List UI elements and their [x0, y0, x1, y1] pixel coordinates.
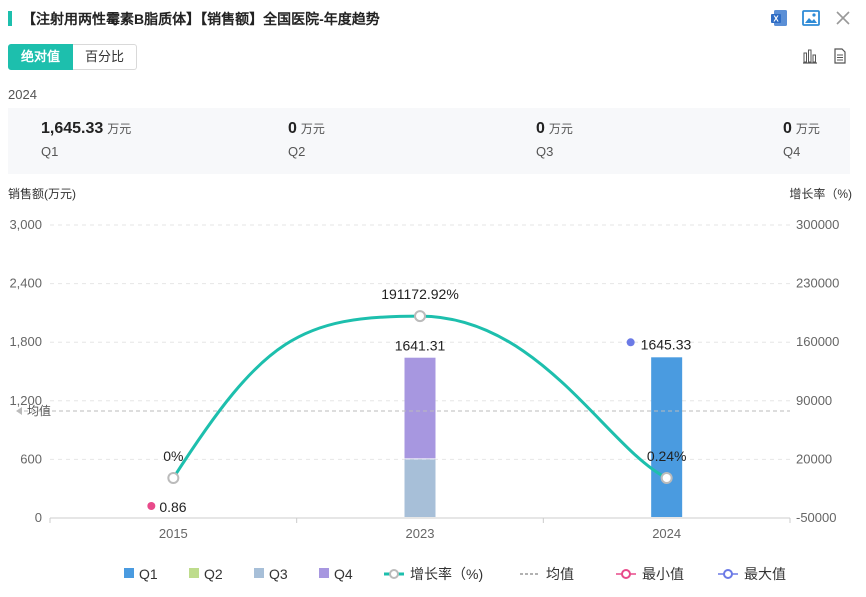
value-mode-toggle: 绝对值 百分比	[8, 44, 138, 70]
title-bar: 【注射用两性霉素B脂质体】【销售额】全国医院-年度趋势	[8, 8, 858, 30]
image-export-icon[interactable]	[802, 9, 820, 27]
growth-rate-label: 191172.92%	[381, 286, 459, 302]
legend-line-swatch	[384, 569, 404, 579]
legend-label: 最大值	[744, 566, 786, 582]
left-axis-tick-label: 2,400	[9, 276, 42, 291]
legend-item[interactable]: Q1	[124, 566, 158, 582]
left-axis-title: 销售额(万元)	[8, 187, 76, 201]
growth-rate-point	[414, 310, 426, 323]
legend-item[interactable]: Q4	[319, 566, 353, 582]
bar-segment-q4	[404, 357, 436, 459]
min-value-marker	[147, 502, 156, 510]
quarter-summary-q3: 0 万元 Q3	[536, 120, 573, 159]
bar-chart-icon[interactable]	[802, 48, 818, 69]
legend-label: Q4	[334, 566, 353, 582]
quarter-summary-panel: 1,645.33 万元 Q1 0 万元 Q2 0 万元 Q3 0 万元 Q4	[8, 108, 850, 174]
quarter-name: Q3	[536, 144, 554, 159]
growth-rate-label: 0%	[163, 448, 183, 464]
right-axis-tick-label: 230000	[796, 276, 839, 291]
max-value-marker	[626, 338, 635, 347]
quarter-summary-q2: 0 万元 Q2	[288, 120, 325, 159]
quarter-name: Q1	[41, 144, 59, 159]
right-axis-tick-label: 90000	[796, 393, 832, 408]
quarter-value: 0	[288, 120, 297, 137]
legend-swatch	[189, 568, 199, 578]
legend-swatch	[254, 568, 264, 578]
quarter-unit: 万元	[107, 122, 132, 136]
title-accent-bar	[8, 11, 12, 26]
legend-label: Q2	[204, 566, 223, 582]
left-axis-tick-label: 600	[20, 451, 42, 466]
quarter-unit: 万元	[795, 122, 820, 136]
legend-swatch	[124, 568, 134, 578]
percentage-tab[interactable]: 百分比	[73, 44, 138, 70]
close-icon[interactable]	[834, 9, 852, 27]
legend-line-swatch	[718, 569, 738, 579]
bar-segment-q3	[404, 459, 436, 517]
max-value-label: 1645.33	[641, 336, 692, 352]
bar-segment-q1	[651, 357, 683, 517]
year-label: 2024	[8, 87, 37, 102]
absolute-value-tab[interactable]: 绝对值	[8, 44, 74, 70]
page-title: 【注射用两性霉素B脂质体】【销售额】全国医院-年度趋势	[22, 11, 380, 27]
chart-view-icons	[802, 48, 848, 69]
average-marker-icon	[16, 406, 22, 415]
bar-total-label: 1641.31	[395, 338, 446, 354]
quarter-unit: 万元	[548, 122, 573, 136]
growth-rate-line	[172, 314, 668, 480]
growth-rate-point	[660, 472, 673, 484]
legend-item[interactable]: Q2	[189, 566, 223, 582]
right-axis-tick-label: 160000	[796, 334, 839, 349]
legend-swatch	[319, 568, 329, 578]
x-axis-tick-label: 2024	[652, 526, 681, 541]
right-axis-tick-label: 300000	[796, 217, 839, 232]
x-axis-tick-label: 2015	[159, 526, 188, 541]
legend-item[interactable]: 均值	[520, 566, 574, 582]
excel-export-icon[interactable]: X	[770, 9, 788, 27]
quarter-unit: 万元	[300, 122, 325, 136]
legend-label: 均值	[546, 566, 574, 582]
quarter-summary-q1: 1,645.33 万元 Q1	[41, 120, 131, 159]
svg-text:X: X	[773, 15, 779, 24]
left-axis-tick-label: 1,800	[9, 334, 42, 349]
right-axis-tick-label: 20000	[796, 451, 832, 466]
right-axis-tick-label: -50000	[796, 510, 836, 525]
legend-label: 增长率（%)	[410, 566, 483, 582]
growth-rate-label: 0.24%	[647, 448, 687, 464]
legend-label: Q1	[139, 566, 158, 582]
quarter-name: Q2	[288, 144, 306, 159]
quarter-value: 1,645.33	[41, 120, 104, 137]
quarter-name: Q4	[783, 144, 801, 159]
header-icons: X	[770, 9, 852, 27]
left-axis-tick-label: 0	[35, 510, 42, 525]
average-label: 均值	[27, 403, 51, 418]
legend-label: Q3	[269, 566, 288, 582]
growth-rate-point	[167, 472, 180, 484]
left-axis-tick-label: 3,000	[9, 217, 42, 232]
quarter-value: 0	[783, 120, 792, 137]
legend-item[interactable]: 最小值	[616, 566, 684, 582]
x-axis-tick-label: 2023	[406, 526, 435, 541]
legend-label: 最小值	[642, 566, 684, 582]
legend-line-swatch	[616, 569, 636, 579]
legend-item[interactable]: 最大值	[718, 566, 786, 582]
left-axis-tick-label: 1,200	[9, 393, 42, 408]
min-value-label: 0.86	[159, 499, 186, 515]
quarter-summary-q4: 0 万元 Q4	[783, 120, 820, 159]
right-axis-title: 增长率（%)	[789, 187, 852, 201]
legend-item[interactable]: 增长率（%)	[384, 566, 483, 582]
quarter-value: 0	[536, 120, 545, 137]
data-table-icon[interactable]	[832, 48, 848, 69]
legend-item[interactable]: Q3	[254, 566, 288, 582]
